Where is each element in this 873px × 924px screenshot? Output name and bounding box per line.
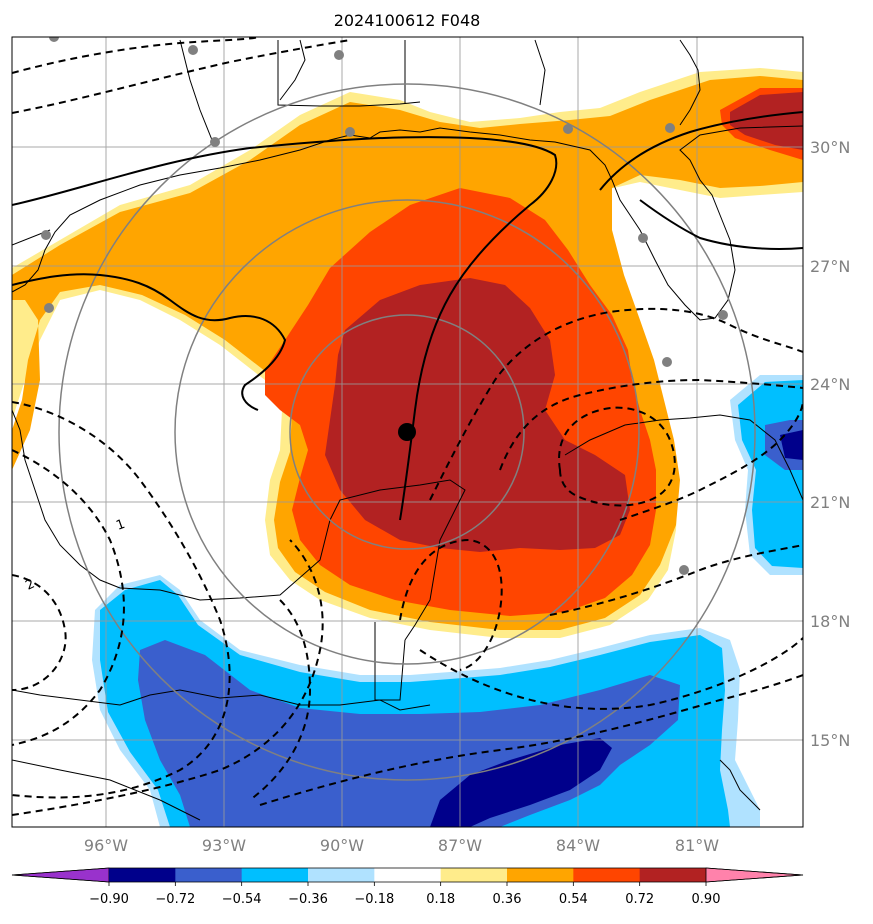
colorbar-bin: [308, 868, 375, 882]
range-ring-middle: [174, 199, 640, 665]
colorbar-bin: [241, 868, 309, 882]
lon-label-87w: 87°W: [438, 836, 482, 855]
longitude-labels: 96°W 93°W 90°W 87°W 84°W 81°W: [84, 836, 719, 855]
contour-fill-0.72: [325, 92, 803, 552]
map-title: 2024100612 F048: [334, 11, 481, 30]
colorbar-tick-label: −0.18: [354, 892, 394, 907]
positive-contours: [12, 111, 803, 521]
positive-anomaly-field: [12, 68, 803, 638]
colorbar-tick-label: 0.36: [493, 892, 522, 907]
lat-label-18n: 18°N: [810, 612, 850, 631]
colorbar-bin: [639, 868, 707, 882]
latitude-labels: 30°N 27°N 24°N 21°N 18°N 15°N: [810, 138, 850, 750]
station-markers: [41, 37, 728, 575]
storm-center-marker: [398, 423, 416, 441]
lon-label-84w: 84°W: [556, 836, 600, 855]
colorbar-bin: [374, 868, 442, 882]
lat-label-27n: 27°N: [810, 257, 850, 276]
colorbar-tick-label: −0.36: [288, 892, 328, 907]
colorbar-tick-label: −0.72: [155, 892, 195, 907]
lon-label-81w: 81°W: [675, 836, 719, 855]
colorbar: −0.90 −0.72 −0.54 −0.36 −0.18 0.18 0.36 0.54 0.7…: [11, 867, 804, 907]
colorbar-tick-label: 0.90: [692, 892, 721, 907]
colorbar-extend-high: [705, 867, 804, 883]
lat-label-30n: 30°N: [810, 138, 850, 157]
contour-fill-neg-0.72: [430, 430, 803, 827]
lon-label-96w: 96°W: [84, 836, 128, 855]
range-rings: [58, 83, 756, 781]
lon-label-93w: 93°W: [202, 836, 246, 855]
colorbar-tick-label: 0.72: [625, 892, 654, 907]
range-ring-inner: [289, 314, 525, 550]
colorbar-tick-label: 0.54: [559, 892, 588, 907]
colorbar-extend-low: [11, 867, 110, 883]
coastlines: [12, 39, 803, 821]
graticule: [12, 37, 803, 827]
lat-label-24n: 24°N: [810, 375, 850, 394]
range-ring-outer: [58, 83, 756, 781]
colorbar-tick-label: 0.18: [426, 892, 455, 907]
colorbar-bin: [175, 868, 243, 882]
colorbar-bin: [440, 868, 508, 882]
negative-contours: [12, 37, 803, 816]
map-frame: [11, 36, 804, 828]
colorbar-bin: [507, 868, 574, 882]
lat-label-15n: 15°N: [810, 731, 850, 750]
colorbar-bin: [109, 868, 176, 882]
colorbar-bin: [573, 868, 641, 882]
colorbar-tick-label: −0.90: [89, 892, 129, 907]
colorbar-tick-label: −0.54: [222, 892, 262, 907]
lat-label-21n: 21°N: [810, 493, 850, 512]
map-area: 1 2: [12, 37, 803, 827]
lon-label-90w: 90°W: [320, 836, 364, 855]
